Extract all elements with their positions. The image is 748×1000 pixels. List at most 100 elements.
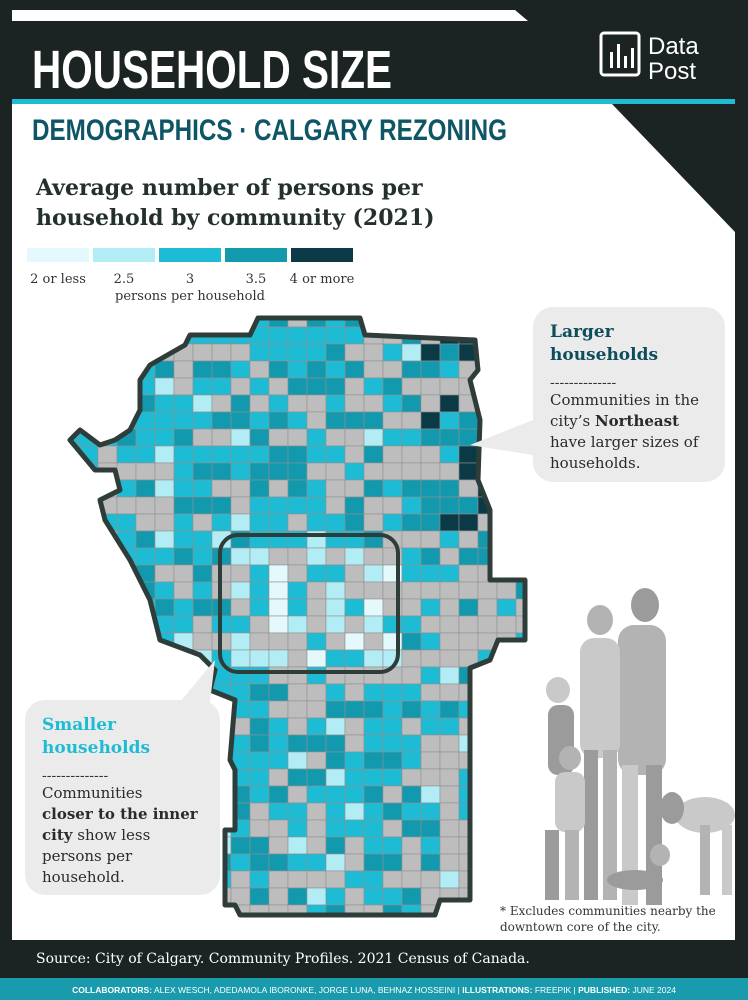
map-cell (325, 496, 346, 515)
map-cell (249, 887, 270, 906)
legend-label: 4 or more (290, 272, 355, 287)
map-cell (344, 394, 365, 413)
callout-text: city (42, 826, 74, 844)
map-cell (249, 836, 270, 855)
map-cell (363, 462, 384, 481)
map-cell (287, 326, 308, 345)
map-cell (439, 615, 460, 634)
map-cell (382, 785, 403, 804)
map-cell (401, 768, 422, 787)
map-cell (287, 581, 308, 600)
map-cell (249, 360, 270, 379)
map-cell (344, 666, 365, 685)
map-cell (249, 462, 270, 481)
map-cell (154, 462, 175, 481)
map-cell (268, 462, 289, 481)
map-cell (439, 768, 460, 787)
map-cell (420, 564, 441, 583)
map-cell (401, 683, 422, 702)
map-cell (458, 615, 479, 634)
map-cell (287, 496, 308, 515)
map-cell (344, 496, 365, 515)
map-cell (344, 853, 365, 872)
map-cell (268, 870, 289, 889)
map-cell (268, 751, 289, 770)
map-cell (211, 377, 232, 396)
map-cell (249, 564, 270, 583)
family-illustration (722, 825, 732, 895)
city-outline (67, 315, 528, 918)
map-cell (420, 870, 441, 889)
footer-bar (0, 978, 748, 1000)
footer-key: PUBLISHED: (578, 985, 630, 995)
map-cell (363, 360, 384, 379)
map-cell (401, 870, 422, 889)
map-cell (420, 768, 441, 787)
map-cell (439, 836, 460, 855)
map-cell (420, 649, 441, 668)
map-cell (439, 462, 460, 481)
map-cell (363, 870, 384, 889)
map-cell (306, 462, 327, 481)
map-cell (249, 377, 270, 396)
map-cell (382, 428, 403, 447)
map-cell (439, 530, 460, 549)
map-cell (249, 496, 270, 515)
footer-value: FREEPIK (535, 985, 572, 995)
map-cell (154, 496, 175, 515)
map-cell (268, 428, 289, 447)
map-cell (439, 360, 460, 379)
map-cell (420, 496, 441, 515)
map-cell (439, 785, 460, 804)
map-cell (211, 394, 232, 413)
map-cell (344, 411, 365, 430)
callout-text: closer to the inner (42, 805, 199, 823)
map-cell (306, 751, 327, 770)
map-cell (363, 836, 384, 855)
map-cell (344, 547, 365, 566)
map-cell (287, 751, 308, 770)
map-cell (458, 462, 479, 481)
map-cell (325, 785, 346, 804)
map-cell (420, 530, 441, 549)
map-cell (325, 632, 346, 651)
map-cell (230, 581, 251, 600)
map-cell (363, 666, 384, 685)
map-cell (325, 683, 346, 702)
map-cell (192, 513, 213, 532)
family-illustration (545, 830, 559, 900)
map-cell (173, 411, 194, 430)
map-cell (249, 802, 270, 821)
footer-value: ALEX WESCH, ADEDAMOLA IBORONKE, JORGE LU… (154, 985, 455, 995)
map-cell (306, 377, 327, 396)
legend-label: 3.5 (246, 272, 267, 287)
map-cell (192, 479, 213, 498)
map-cell (230, 428, 251, 447)
map-cell (325, 581, 346, 600)
map-cell (401, 700, 422, 719)
title: HOUSEHOLD SIZE (32, 40, 392, 100)
map-cell (458, 564, 479, 583)
map-cell (439, 581, 460, 600)
map-cell (192, 598, 213, 617)
map-cell (382, 513, 403, 532)
map-cell (420, 819, 441, 838)
map-cell (477, 581, 498, 600)
map-cell (325, 479, 346, 498)
map-cell (439, 513, 460, 532)
map-cell (192, 462, 213, 481)
map-cell (135, 445, 156, 464)
map-cell (382, 377, 403, 396)
map-cell (287, 564, 308, 583)
map-cell (344, 462, 365, 481)
map-cell (135, 530, 156, 549)
callout-text: households. (550, 454, 640, 472)
callout-body: have larger sizes of (550, 433, 700, 451)
map-cell (154, 598, 175, 617)
map-cell (173, 462, 194, 481)
map-cell (363, 411, 384, 430)
map-cell (344, 751, 365, 770)
map-cell (420, 700, 441, 719)
map-cell (230, 547, 251, 566)
callout-divider: -------------- (550, 375, 616, 391)
